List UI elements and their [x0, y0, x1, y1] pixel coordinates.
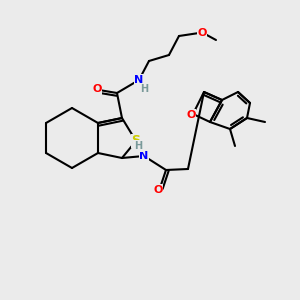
- Text: O: O: [153, 185, 163, 195]
- Text: S: S: [131, 134, 140, 148]
- Text: O: O: [197, 28, 207, 38]
- Text: H: H: [134, 141, 142, 151]
- Text: H: H: [140, 84, 148, 94]
- Text: N: N: [140, 151, 148, 161]
- Text: N: N: [134, 75, 144, 85]
- Text: O: O: [92, 84, 102, 94]
- Text: O: O: [186, 110, 196, 120]
